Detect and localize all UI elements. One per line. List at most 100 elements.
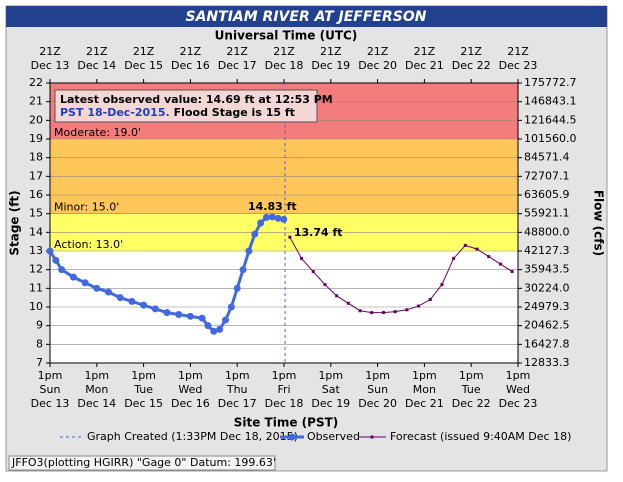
x2-axis-title: Universal Time (UTC) — [215, 29, 358, 43]
x2-tick-label: Dec 21 — [405, 59, 444, 72]
data-point — [323, 283, 327, 287]
data-label: 13.74 ft — [294, 226, 343, 239]
data-point — [93, 284, 101, 292]
annotation-line: PST 18-Dec-2015. — [60, 106, 170, 119]
y-tick-label: 19 — [29, 132, 43, 145]
flood-label: Moderate: 19.0' — [54, 126, 141, 139]
data-point — [257, 219, 265, 227]
x-tick-label: Mon — [413, 383, 436, 396]
data-point — [487, 255, 491, 259]
data-point — [163, 309, 171, 317]
flood-label: Action: 13.0' — [54, 238, 123, 251]
x-tick-label: 1pm — [178, 369, 203, 382]
data-point — [370, 311, 374, 315]
x2-tick-label: 21Z — [86, 45, 108, 58]
y2-tick-label: 24979.3 — [524, 300, 570, 313]
data-point — [405, 308, 409, 312]
legend-marker — [288, 433, 296, 441]
x2-tick-label: 21Z — [133, 45, 155, 58]
x-tick-label: Thu — [226, 383, 248, 396]
y2-tick-label: 72707.1 — [524, 169, 570, 182]
data-point — [140, 301, 148, 309]
x-tick-label: Dec 14 — [77, 397, 116, 410]
y2-tick-label: 42127.3 — [524, 244, 570, 257]
y2-tick-label: 16427.8 — [524, 337, 570, 350]
x2-tick-label: 21Z — [460, 45, 482, 58]
data-point — [268, 213, 276, 221]
x-tick-label: Dec 15 — [124, 397, 163, 410]
data-point — [216, 325, 224, 333]
data-point — [46, 247, 54, 255]
y-tick-label: 13 — [29, 244, 43, 257]
data-point — [227, 303, 235, 311]
data-point — [81, 279, 89, 287]
x-tick-label: 1pm — [412, 369, 437, 382]
x-tick-label: Dec 21 — [405, 397, 444, 410]
data-point — [440, 283, 444, 287]
x-tick-label: Tue — [133, 383, 153, 396]
data-point — [128, 297, 136, 305]
x2-tick-label: 21Z — [414, 45, 436, 58]
y2-tick-label: 55921.1 — [524, 207, 570, 220]
x-tick-label: 1pm — [84, 369, 109, 382]
y2-tick-label: 146843.1 — [524, 95, 577, 108]
data-point — [428, 298, 432, 302]
series-line — [289, 236, 513, 314]
data-point — [358, 309, 362, 313]
x2-tick-label: Dec 14 — [77, 59, 116, 72]
data-point — [251, 230, 259, 238]
data-point — [498, 262, 502, 266]
x-tick-label: 1pm — [318, 369, 343, 382]
y-tick-label: 7 — [36, 356, 43, 369]
data-point — [311, 270, 315, 274]
x-tick-label: Dec 13 — [31, 397, 70, 410]
y2-tick-label: 101560.0 — [524, 132, 577, 145]
y-tick-label: 15 — [29, 207, 43, 220]
legend-label: Forecast (issued 9:40AM Dec 18) — [390, 430, 571, 443]
data-point — [69, 273, 77, 281]
y-tick-label: 20 — [29, 113, 43, 126]
x-tick-label: Dec 22 — [452, 397, 491, 410]
y2-tick-label: 48800.0 — [524, 225, 570, 238]
data-point — [475, 247, 479, 251]
x-tick-label: Dec 17 — [218, 397, 257, 410]
x-tick-label: Sun — [40, 383, 61, 396]
x-tick-label: Wed — [178, 383, 202, 396]
data-point — [222, 316, 229, 324]
y-tick-label: 8 — [36, 337, 43, 350]
y2-tick-label: 12833.3 — [524, 356, 570, 369]
data-point — [151, 305, 159, 313]
legend-marker — [370, 435, 374, 439]
data-point — [262, 213, 270, 221]
footer-box — [8, 455, 276, 471]
plot-border — [49, 82, 519, 364]
y-tick-label: 22 — [29, 76, 43, 89]
x2-tick-label: Dec 19 — [311, 59, 350, 72]
x2-tick-label: Dec 13 — [31, 59, 70, 72]
y2-tick-label: 84571.4 — [524, 151, 570, 164]
data-point — [335, 294, 339, 298]
x-tick-label: Dec 18 — [265, 397, 304, 410]
x2-tick-label: 21Z — [273, 45, 295, 58]
x-tick-label: 1pm — [506, 369, 531, 382]
data-point — [393, 310, 397, 314]
y-tick-label: 16 — [29, 188, 43, 201]
x-tick-label: Dec 19 — [311, 397, 350, 410]
x2-tick-label: Dec 23 — [499, 59, 538, 72]
data-point — [452, 256, 456, 260]
x-tick-label: Tue — [461, 383, 481, 396]
y2-tick-label: 20462.5 — [524, 319, 570, 332]
data-point — [288, 235, 292, 239]
x-tick-label: 1pm — [272, 369, 297, 382]
flood-label: Minor: 15.0' — [54, 201, 119, 214]
annotation-box — [54, 89, 318, 123]
y2-tick-label: 175772.7 — [524, 76, 577, 89]
x-tick-label: 1pm — [131, 369, 156, 382]
data-point — [239, 266, 247, 274]
title-bar — [6, 6, 607, 27]
data-point — [417, 304, 421, 308]
x2-tick-label: 21Z — [367, 45, 389, 58]
x2-tick-label: 21Z — [226, 45, 248, 58]
